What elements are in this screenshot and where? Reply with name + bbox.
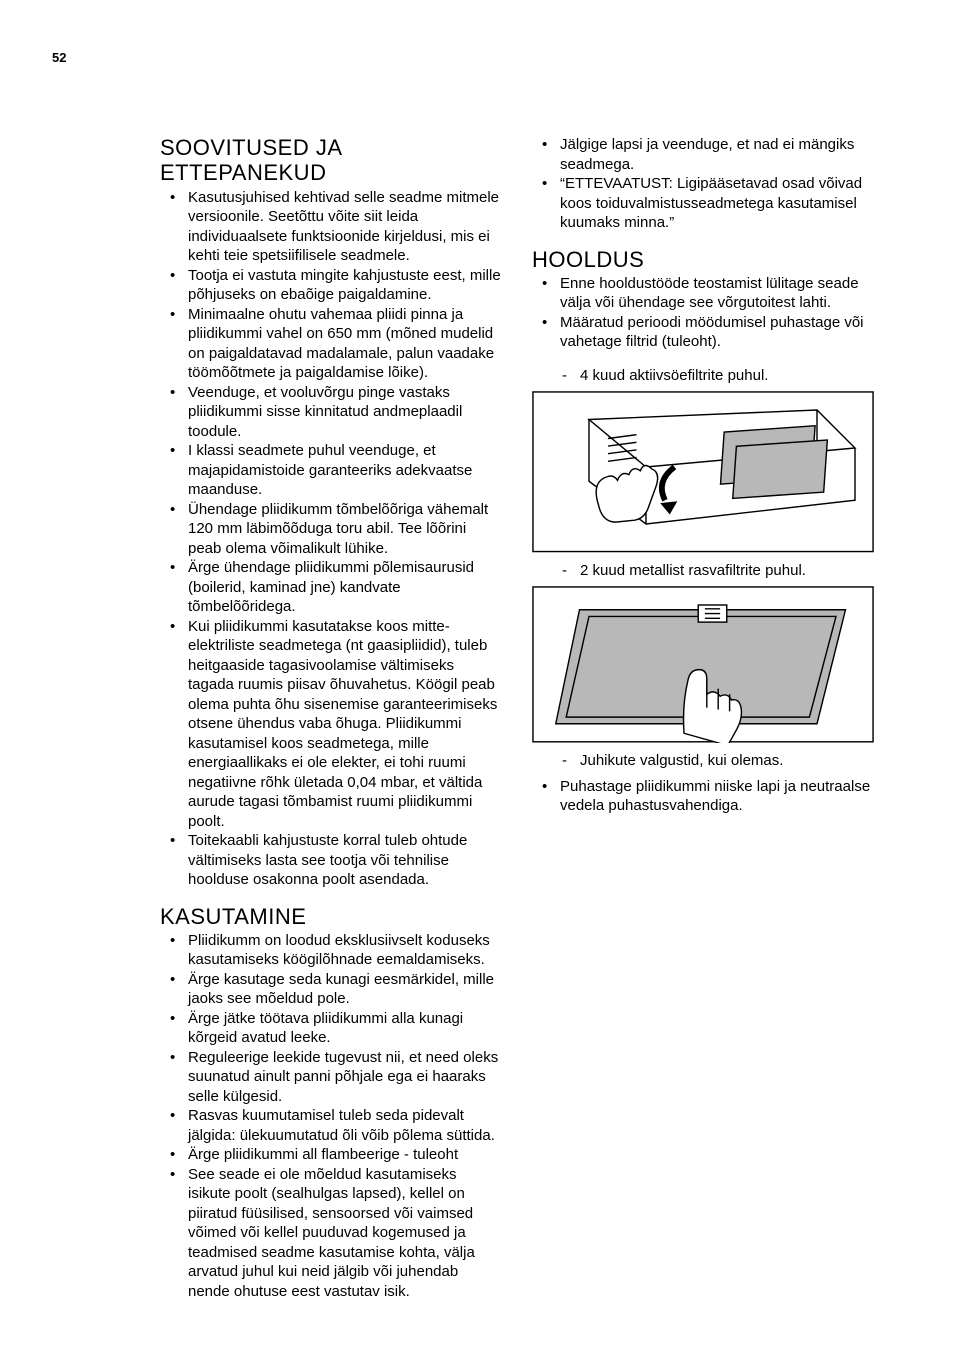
list-item: Puhastage pliidikummi niiske lapi ja neu…: [560, 777, 874, 816]
list-item: See seade ei ole mõeldud kasutamiseks is…: [188, 1165, 502, 1302]
illustration-carbon-filter: [532, 391, 874, 553]
list-item: Toitekaabli kahjustuste korral tuleb oht…: [188, 831, 502, 890]
list-maintenance-b: Puhastage pliidikummi niiske lapi ja neu…: [532, 777, 874, 816]
page-content: SOOVITUSED JA ETTEPANEKUD Kasutusjuhised…: [160, 135, 874, 1315]
heading-usage: KASUTAMINE: [160, 904, 502, 929]
list-item: Ärge ühendage pliidikummi põlemisaurusid…: [188, 558, 502, 617]
sublist-grease-filter: 2 kuud metallist rasvafiltrite puhul.: [532, 561, 874, 581]
list-item: 2 kuud metallist rasvafiltrite puhul.: [580, 561, 874, 581]
sublist-carbon-filter: 4 kuud aktiivsöefiltrite puhul.: [532, 366, 874, 386]
list-item: Määratud perioodi möödumisel puhastage v…: [560, 313, 874, 352]
heading-suggestions: SOOVITUSED JA ETTEPANEKUD: [160, 135, 502, 186]
list-item: Ühendage pliidikumm tõmbelõõriga vähemal…: [188, 500, 502, 559]
list-item: Minimaalne ohutu vahemaa pliidi pinna ja…: [188, 305, 502, 383]
list-item: I klassi seadmete puhul veenduge, et maj…: [188, 441, 502, 500]
heading-maintenance: HOOLDUS: [532, 247, 874, 272]
page-number: 52: [52, 50, 66, 65]
list-item: Rasvas kuumutamisel tuleb seda pidevalt …: [188, 1106, 502, 1145]
illustration-grease-filter: [532, 586, 874, 743]
list-item: Veenduge, et vooluvõrgu pinge vastaks pl…: [188, 383, 502, 442]
list-suggestions: Kasutusjuhised kehtivad selle seadme mit…: [160, 188, 502, 890]
list-item: Enne hooldustööde teostamist lülitage se…: [560, 274, 874, 313]
list-item: Reguleerige leekide tugevust nii, et nee…: [188, 1048, 502, 1107]
list-item: Pliidikumm on loodud eksklusiivselt kodu…: [188, 931, 502, 970]
list-item: Kasutusjuhised kehtivad selle seadme mit…: [188, 188, 502, 266]
list-item: Jälgige lapsi ja veenduge, et nad ei män…: [560, 135, 874, 174]
list-item: Juhikute valgustid, kui olemas.: [580, 751, 874, 771]
list-item: “ETTEVAATUST: Ligipääsetavad osad võivad…: [560, 174, 874, 233]
list-item: Ärge jätke töötava pliidikummi alla kuna…: [188, 1009, 502, 1048]
list-item: Kui pliidikummi kasutatakse koos mitte-e…: [188, 617, 502, 832]
list-item: Ärge pliidikummi all flambeerige - tuleo…: [188, 1145, 502, 1165]
list-item: 4 kuud aktiivsöefiltrite puhul.: [580, 366, 874, 386]
list-item: Ärge kasutage seda kunagi eesmärkidel, m…: [188, 970, 502, 1009]
sublist-lights: Juhikute valgustid, kui olemas.: [532, 751, 874, 771]
list-maintenance-a: Enne hooldustööde teostamist lülitage se…: [532, 274, 874, 352]
list-item: Tootja ei vastuta mingite kahjustuste ee…: [188, 266, 502, 305]
